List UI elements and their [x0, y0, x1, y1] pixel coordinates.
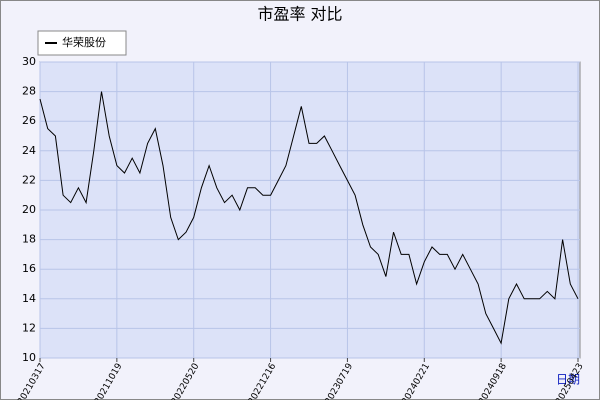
legend-box — [37, 30, 127, 56]
chart-title: 市盈率 对比 — [257, 5, 342, 24]
x-axis-label: 日期 — [556, 373, 580, 387]
y-tick-label: 22 — [22, 173, 36, 186]
y-tick-label: 30 — [22, 55, 36, 68]
y-tick-label: 16 — [22, 262, 36, 275]
legend-label: 华荣股份 — [62, 35, 106, 49]
y-tick-label: 28 — [22, 85, 36, 98]
legend: 华荣股份 — [37, 30, 127, 56]
y-tick-label: 12 — [22, 321, 36, 334]
y-tick-label: 10 — [22, 351, 36, 364]
y-tick-label: 18 — [22, 233, 36, 246]
y-tick-label: 14 — [22, 292, 36, 305]
y-tick-label: 24 — [22, 144, 36, 157]
y-tick-label: 26 — [22, 114, 36, 127]
y-tick-label: 20 — [22, 203, 36, 216]
line — [39, 91, 579, 345]
